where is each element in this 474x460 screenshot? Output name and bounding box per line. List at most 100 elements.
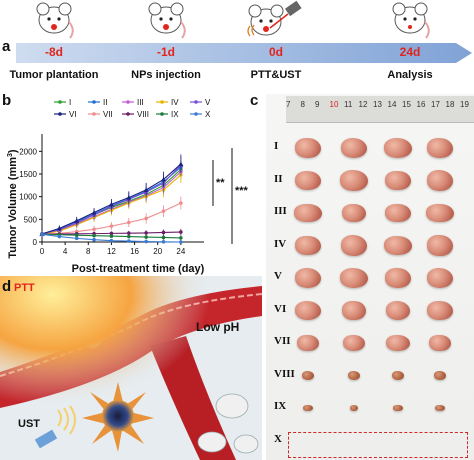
panel-d-label: d (2, 278, 12, 295)
tumor-III-3 (385, 203, 411, 223)
ruler-number-15: 15 (402, 100, 411, 109)
ptt-text: PTT (14, 282, 35, 294)
tumor-VI-1 (294, 301, 322, 320)
mouse-icon-1 (32, 0, 76, 40)
y-tick-label-1: 500 (24, 215, 38, 224)
legend-label-IV: IV (171, 98, 179, 107)
point-VI-3 (91, 210, 97, 215)
timeline-event-2: NPs injection (131, 69, 201, 81)
row-label-II: II (274, 172, 283, 185)
y-tick-label-4: 2000 (19, 147, 37, 156)
tumor-VII-4 (429, 334, 451, 352)
point-VII-5 (126, 220, 131, 225)
series-IX (40, 232, 183, 241)
tumor-I-2 (340, 138, 368, 158)
panel-c-label: c (250, 92, 259, 109)
legend-label-V: V (205, 98, 211, 107)
legend-marker-VI (58, 112, 62, 116)
y-tick-label-0: 0 (33, 238, 38, 247)
y-axis-label-close: ) (7, 149, 19, 153)
point-X-4 (109, 238, 114, 243)
ruler-number-16: 16 (416, 100, 426, 109)
ruler-number-18: 18 (445, 100, 455, 109)
point-IX-2 (74, 233, 79, 237)
point-VI-5 (126, 195, 132, 200)
series-VI (39, 155, 184, 237)
legend-marker-VIII (126, 112, 130, 116)
tumor-VI-3 (385, 301, 411, 320)
ruler-number-11: 11 (344, 100, 353, 109)
tumor-II-4 (426, 169, 454, 192)
mouse-icon-4 (388, 0, 432, 40)
panel-b-label: b (2, 92, 12, 109)
group-x-empty-box (288, 432, 468, 458)
ruler: 7 8 9 10 11 12 13 14 15 16 17 18 19 (286, 96, 474, 123)
mechanism-illustration (0, 276, 262, 460)
x-tick-label-4: 16 (130, 247, 139, 256)
point-VII-7 (161, 209, 166, 213)
point-IX-6 (144, 235, 148, 239)
point-VI-1 (56, 225, 62, 231)
ruler-number-9: 9 (315, 100, 320, 109)
legend-label-III: III (137, 98, 144, 107)
tumor-VIII-3 (392, 371, 404, 380)
point-VIII-4 (109, 231, 114, 236)
legend-label-VII: VII (103, 110, 113, 119)
tumor-III-1 (294, 203, 322, 223)
point-VIII-6 (144, 231, 148, 235)
legend-marker-V (194, 100, 198, 104)
legend-label-I: I (69, 98, 71, 107)
point-VII-6 (144, 216, 148, 221)
timeline-arrow (16, 43, 472, 63)
timeline-day-4: 24d (399, 45, 421, 59)
tumor-II-2 (339, 169, 369, 192)
mouse-icon-2 (144, 0, 188, 40)
point-IX-7 (161, 235, 166, 240)
tumor-VI-2 (342, 300, 366, 321)
legend-label-VIII: VIII (137, 110, 149, 119)
point-VI-7 (161, 176, 166, 182)
tumor-IX-3 (393, 404, 403, 412)
point-VII-8 (179, 201, 183, 205)
timeline-event-4: Analysis (387, 69, 433, 81)
point-X-3 (92, 237, 96, 242)
y-axis-label-main: Tumor Volume (mm (7, 157, 19, 259)
point-IX-5 (126, 234, 131, 239)
point-IX-4 (109, 234, 114, 238)
legend-marker-III (126, 100, 130, 104)
tumor-V-3 (385, 268, 411, 288)
point-X-7 (161, 239, 166, 244)
ruler-number-12: 12 (358, 100, 368, 109)
point-VII-4 (109, 224, 114, 228)
series-X (40, 232, 183, 244)
tumor-III-2 (342, 203, 366, 223)
tumor-volume-chart: I II III IV VVI VII VIII IX X 0 4 8 12 16 20 240500100… (7, 98, 249, 275)
tumor-VIII-1 (301, 371, 315, 380)
tumor-VII-1 (297, 334, 319, 352)
tumor-VII-2 (342, 334, 366, 352)
tumor-I-4 (427, 138, 453, 158)
row-label-IV: IV (274, 237, 287, 250)
tumor-I-1 (295, 138, 321, 158)
y-tick-label-2: 1000 (19, 193, 37, 202)
tumor-IV-1 (295, 235, 321, 256)
ruler-number-14: 14 (387, 100, 397, 109)
tumor-VIII-4 (433, 370, 447, 381)
point-X-6 (144, 239, 148, 244)
tumor-I-3 (383, 138, 413, 158)
point-VI-8 (178, 161, 184, 167)
x-tick-label-6: 24 (176, 247, 185, 256)
tumor-III-4 (426, 203, 454, 223)
tumor-V-2 (339, 268, 369, 288)
y-tick-label-3: 1500 (19, 170, 37, 179)
point-X-1 (57, 234, 62, 239)
point-VI-4 (108, 201, 114, 207)
row-label-I: I (274, 140, 279, 152)
chart-plot (39, 154, 184, 244)
row-label-VI: VI (274, 302, 287, 315)
timeline-day-2: -1d (157, 45, 175, 59)
timeline-event-3: PTT&UST (250, 69, 302, 81)
tumor-photo: 7 8 9 10 11 12 13 14 15 16 17 18 19 I II III IV V VI VII VI… (266, 94, 474, 460)
row-label-VII: VII (274, 335, 291, 347)
legend-marker-I (58, 100, 62, 104)
